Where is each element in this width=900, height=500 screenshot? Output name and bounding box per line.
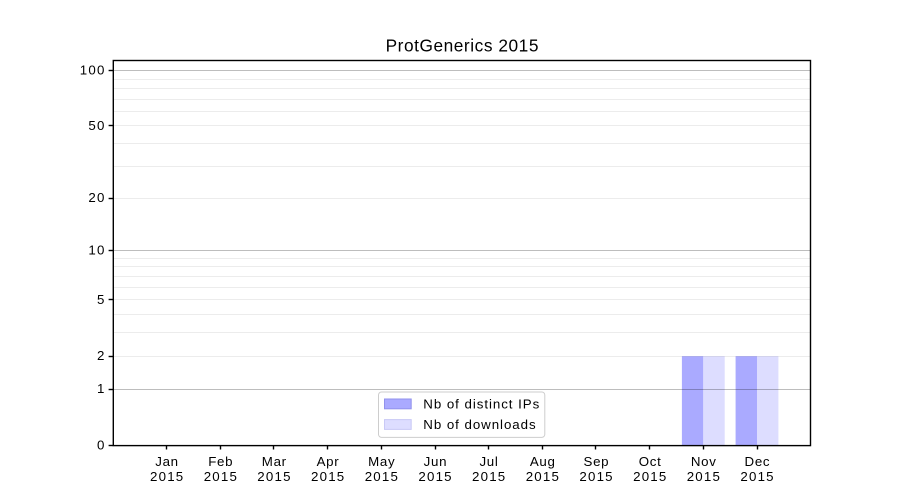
svg-text:Jul: Jul: [479, 454, 498, 469]
svg-text:Mar: Mar: [262, 454, 287, 469]
svg-text:2015: 2015: [633, 469, 667, 484]
svg-text:Sep: Sep: [584, 454, 610, 469]
svg-text:Jan: Jan: [155, 454, 179, 469]
svg-text:Aug: Aug: [530, 454, 556, 469]
svg-text:20: 20: [88, 190, 105, 205]
svg-text:50: 50: [88, 118, 105, 133]
svg-text:Dec: Dec: [745, 454, 771, 469]
svg-text:2: 2: [97, 348, 106, 363]
svg-text:Nb of distinct IPs: Nb of distinct IPs: [423, 397, 540, 412]
svg-text:100: 100: [80, 63, 106, 78]
svg-text:2015: 2015: [687, 469, 721, 484]
svg-text:Jun: Jun: [424, 454, 448, 469]
svg-text:Nb of downloads: Nb of downloads: [423, 417, 536, 432]
svg-text:2015: 2015: [311, 469, 345, 484]
svg-text:Oct: Oct: [639, 454, 662, 469]
svg-text:Feb: Feb: [208, 454, 233, 469]
svg-text:2015: 2015: [526, 469, 560, 484]
svg-text:Nov: Nov: [691, 454, 717, 469]
svg-text:2015: 2015: [150, 469, 184, 484]
svg-text:5: 5: [97, 292, 106, 307]
svg-text:Apr: Apr: [317, 454, 340, 469]
svg-text:2015: 2015: [418, 469, 452, 484]
svg-text:2015: 2015: [257, 469, 291, 484]
svg-text:2015: 2015: [579, 469, 613, 484]
svg-text:ProtGenerics 2015: ProtGenerics 2015: [386, 36, 539, 56]
svg-text:May: May: [368, 454, 395, 469]
svg-text:1: 1: [97, 381, 106, 396]
svg-text:0: 0: [97, 437, 106, 452]
svg-text:2015: 2015: [472, 469, 506, 484]
svg-text:2015: 2015: [365, 469, 399, 484]
svg-text:2015: 2015: [204, 469, 238, 484]
svg-text:2015: 2015: [740, 469, 774, 484]
svg-text:10: 10: [88, 243, 105, 258]
